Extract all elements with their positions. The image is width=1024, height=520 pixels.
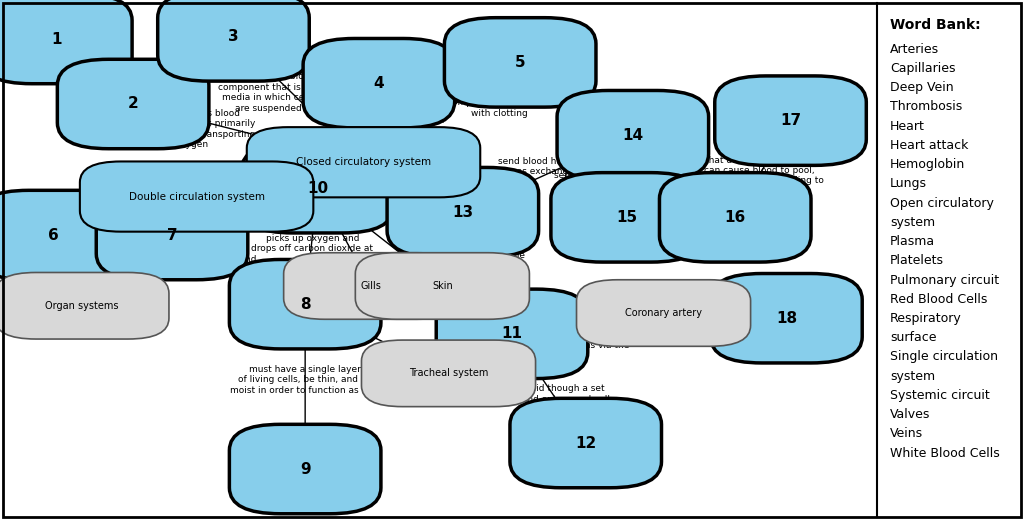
- Text: Pulmonary circuit: Pulmonary circuit: [890, 274, 999, 287]
- Text: 11: 11: [502, 327, 522, 341]
- Text: has these two loops: has these two loops: [66, 204, 156, 214]
- Text: are the only
blood vessels with: are the only blood vessels with: [642, 203, 726, 223]
- FancyBboxPatch shape: [284, 253, 458, 319]
- Text: must have a single layer
of living cells, be thin, and be
moist in order to func: must have a single layer of living cells…: [230, 365, 380, 395]
- FancyBboxPatch shape: [355, 253, 529, 319]
- Text: Respiratory: Respiratory: [890, 312, 962, 325]
- Text: transports this blood
component that is primarily
responsible for transporting
o: transports this blood component that is …: [129, 109, 256, 149]
- Text: 4: 4: [374, 76, 384, 90]
- Text: Capillaries: Capillaries: [890, 62, 955, 75]
- FancyBboxPatch shape: [229, 424, 381, 514]
- Text: return blood to the: return blood to the: [436, 272, 522, 281]
- Text: transports this blood
component that is the
media in which cells
are suspended: transports this blood component that is …: [218, 72, 318, 113]
- Text: Platelets: Platelets: [890, 254, 944, 267]
- Text: picks up carbon dioxide and
drops off oxygen at: picks up carbon dioxide and drops off ox…: [0, 262, 121, 281]
- FancyBboxPatch shape: [510, 398, 662, 488]
- Text: Systemic circuit: Systemic circuit: [890, 389, 989, 402]
- Text: Coronary artery: Coronary artery: [625, 308, 702, 318]
- Text: 9: 9: [300, 462, 310, 476]
- FancyBboxPatch shape: [711, 274, 862, 363]
- Text: send blood here for
gas exchange: send blood here for gas exchange: [499, 157, 587, 176]
- Text: Veins: Veins: [890, 427, 923, 440]
- Text: take blood away from the: take blood away from the: [409, 251, 525, 261]
- FancyBboxPatch shape: [242, 144, 393, 233]
- FancyBboxPatch shape: [557, 90, 709, 180]
- Text: Hemoglobin: Hemoglobin: [890, 158, 965, 171]
- Text: pumps fluid though a set
of tubes and out around cells
in a(n): pumps fluid though a set of tubes and ou…: [481, 384, 614, 414]
- Text: Thrombosis: Thrombosis: [890, 100, 963, 113]
- FancyBboxPatch shape: [436, 289, 588, 379]
- Text: with only one loop: with only one loop: [294, 172, 378, 181]
- Text: White Blood Cells: White Blood Cells: [890, 447, 999, 460]
- Text: system: system: [890, 370, 935, 383]
- Text: 13: 13: [453, 205, 473, 219]
- FancyBboxPatch shape: [577, 280, 751, 346]
- Text: Word Bank:: Word Bank:: [890, 18, 981, 32]
- Text: system: system: [890, 216, 935, 229]
- Text: Red Blood Cells: Red Blood Cells: [890, 293, 987, 306]
- Text: Skin: Skin: [432, 281, 453, 291]
- Text: Double circulation system: Double circulation system: [129, 191, 264, 202]
- Text: 16: 16: [725, 210, 745, 225]
- Text: Single circulation: Single circulation: [890, 350, 997, 363]
- FancyBboxPatch shape: [0, 272, 169, 339]
- Text: 17: 17: [780, 113, 801, 128]
- Text: with two loops: with two loops: [221, 172, 287, 181]
- Text: Arteries: Arteries: [890, 43, 939, 56]
- Text: picks up oxygen and
drops off carbon dioxide at: picks up oxygen and drops off carbon dio…: [251, 233, 374, 253]
- Text: Open circulatory: Open circulatory: [890, 197, 993, 210]
- Text: pumps blood around
through blood vessels
and back to itself in a(n): pumps blood around through blood vessels…: [370, 180, 480, 210]
- FancyBboxPatch shape: [0, 190, 129, 280]
- Text: Plasma: Plasma: [890, 235, 935, 248]
- FancyBboxPatch shape: [80, 161, 313, 232]
- Text: 1: 1: [51, 32, 61, 46]
- FancyBboxPatch shape: [444, 18, 596, 107]
- Text: 6: 6: [48, 228, 58, 242]
- Text: 18: 18: [776, 311, 797, 326]
- Text: if blocked, will cause a: if blocked, will cause a: [681, 328, 783, 337]
- Text: picks up oxygen and
drops off carbon dioxide at: picks up oxygen and drops off carbon dio…: [148, 255, 271, 275]
- Text: 7: 7: [167, 228, 177, 242]
- Text: 2: 2: [128, 97, 138, 111]
- Text: Tracheal system: Tracheal system: [409, 368, 488, 379]
- Text: Valves: Valves: [890, 408, 930, 421]
- Text: 15: 15: [616, 210, 637, 225]
- FancyBboxPatch shape: [0, 0, 132, 84]
- Text: Deep Vein: Deep Vein: [890, 81, 953, 94]
- Text: transports this blood
component that assists
with clotting: transports this blood component that ass…: [446, 88, 553, 118]
- FancyBboxPatch shape: [659, 173, 811, 262]
- Text: Heart attack: Heart attack: [890, 139, 969, 152]
- FancyBboxPatch shape: [247, 127, 480, 198]
- Text: 10: 10: [307, 181, 328, 196]
- Text: Organ systems: Organ systems: [45, 301, 119, 311]
- Text: 3: 3: [228, 29, 239, 44]
- Text: is the molecule that
binds to oxygen in: is the molecule that binds to oxygen in: [39, 63, 129, 83]
- Text: Heart: Heart: [890, 120, 925, 133]
- FancyBboxPatch shape: [158, 0, 309, 81]
- Text: Lungs: Lungs: [890, 177, 927, 190]
- Text: surface: surface: [890, 331, 936, 344]
- Text: send blood to the: send blood to the: [554, 171, 634, 180]
- Text: Closed circulatory system: Closed circulatory system: [296, 157, 431, 167]
- Text: 14: 14: [623, 128, 643, 142]
- Text: 8: 8: [300, 297, 310, 311]
- Text: that don't work properly
can cause blood to pool,
forming clots and leading to: that don't work properly can cause blood…: [696, 155, 823, 186]
- Text: Gills: Gills: [360, 281, 381, 291]
- FancyBboxPatch shape: [229, 259, 381, 349]
- FancyBboxPatch shape: [96, 190, 248, 280]
- FancyBboxPatch shape: [551, 173, 702, 262]
- Text: 12: 12: [575, 436, 596, 450]
- FancyBboxPatch shape: [361, 340, 536, 407]
- FancyBboxPatch shape: [57, 59, 209, 149]
- Text: 5: 5: [515, 55, 525, 70]
- FancyBboxPatch shape: [715, 76, 866, 165]
- FancyBboxPatch shape: [303, 38, 455, 128]
- FancyBboxPatch shape: [387, 167, 539, 257]
- Text: supplies oxygen and
nutrients to itself in
humans via the: supplies oxygen and nutrients to itself …: [547, 320, 641, 350]
- Text: transports this blood
component that is part of
the immune system: transports this blood component that is …: [329, 106, 445, 136]
